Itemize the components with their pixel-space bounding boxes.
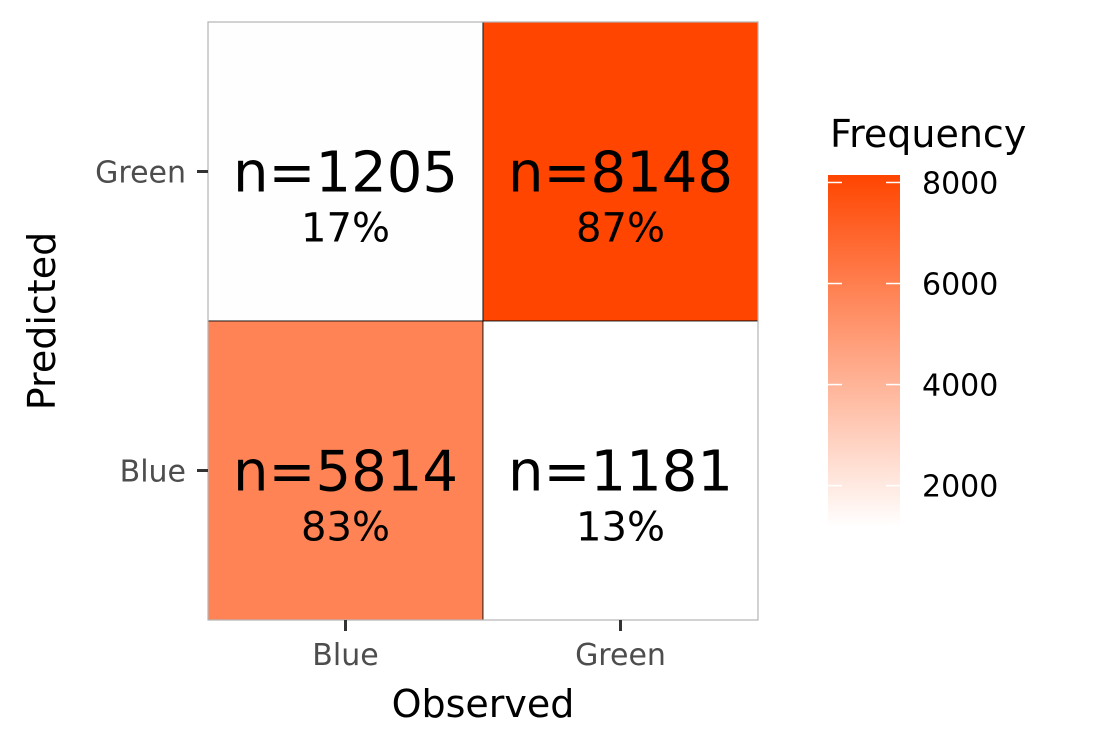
y-axis: Blue Green xyxy=(95,156,208,490)
legend: Frequency 2000 4000 6000 8000 xyxy=(828,112,1026,527)
legend-tick-label: 8000 xyxy=(922,166,998,201)
cell-percent-label: 83% xyxy=(301,505,390,551)
legend-tick-label: 4000 xyxy=(922,369,998,404)
cell-percent-label: 17% xyxy=(301,206,390,252)
heatmap-cell-rect xyxy=(207,320,484,621)
legend-ticks: 2000 4000 6000 8000 xyxy=(828,166,998,505)
heatmap-cell-rect xyxy=(482,320,759,621)
y-tick-label: Blue xyxy=(120,455,186,490)
legend-tick-label: 6000 xyxy=(922,268,998,303)
legend-title: Frequency xyxy=(830,112,1026,156)
x-axis-title: Observed xyxy=(392,682,575,726)
cell-percent-label: 87% xyxy=(576,206,665,252)
cell-count-label: n=8148 xyxy=(508,141,733,206)
heatmap-cell-rect xyxy=(207,21,484,322)
cell-count-label: n=1205 xyxy=(233,141,458,206)
cell-count-label: n=5814 xyxy=(233,440,458,505)
x-axis: Blue Green xyxy=(312,620,666,673)
cell-percent-label: 13% xyxy=(576,505,665,551)
panel-border xyxy=(207,21,759,621)
x-tick-label: Blue xyxy=(312,638,378,673)
x-tick-label: Green xyxy=(575,638,666,673)
y-axis-title: Predicted xyxy=(20,232,64,410)
cell-count-label: n=1181 xyxy=(508,440,733,505)
legend-tick-label: 2000 xyxy=(922,470,998,505)
legend-colorbar xyxy=(828,175,900,527)
y-tick-label: Green xyxy=(95,156,186,191)
